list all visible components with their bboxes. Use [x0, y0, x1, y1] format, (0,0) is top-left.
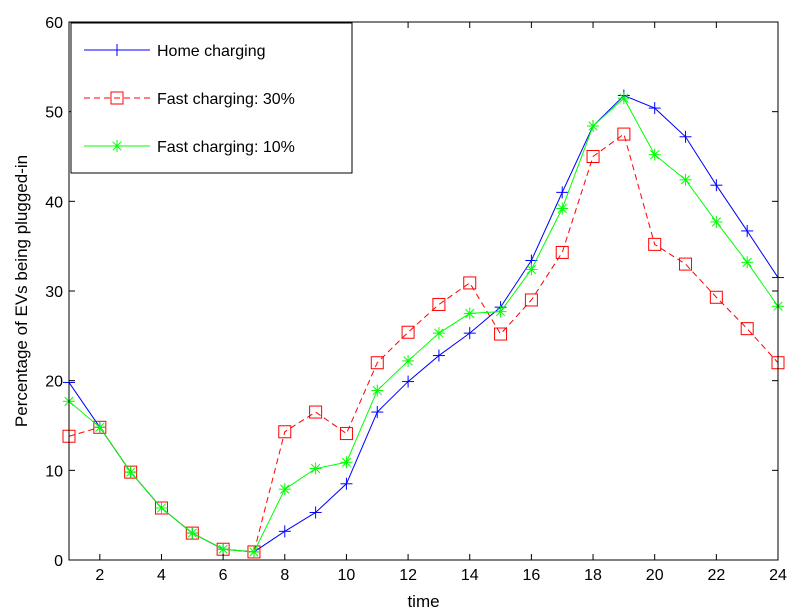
y-tick-label: 30 [45, 284, 63, 301]
x-tick-label: 22 [707, 567, 725, 584]
series-1-point [278, 525, 291, 538]
legend-label: Fast charging: 30% [157, 91, 295, 108]
series-2-line [68, 133, 779, 553]
series-2-point [401, 325, 415, 339]
series-2-point [278, 425, 292, 439]
legend: Home charging Fast charging: 30% Fast char… [70, 22, 353, 174]
x-tick-label: 18 [584, 567, 602, 584]
series-3-point [710, 215, 723, 228]
series-2-point [524, 293, 538, 307]
x-tick-label: 12 [399, 567, 417, 584]
series-2-point [432, 297, 446, 311]
series-1-point [710, 179, 723, 192]
legend-swatch-marker [111, 44, 123, 56]
series-3-point [587, 120, 600, 133]
x-tick-label: 4 [157, 567, 166, 584]
series-2-point [617, 127, 631, 141]
series-3-point [402, 354, 415, 367]
legend-swatch-marker [110, 91, 124, 105]
x-tick-label: 20 [646, 567, 664, 584]
series-3-line [68, 97, 779, 553]
series-2-point [586, 150, 600, 163]
series-3-point [340, 456, 353, 469]
y-tick-label: 20 [45, 374, 63, 391]
series-3-point [371, 384, 384, 397]
series-1-point [309, 506, 322, 519]
series-3-point [124, 466, 137, 479]
series-3-point [186, 527, 199, 540]
series-3-point [278, 483, 291, 496]
legend-label: Fast charging: 10% [157, 139, 295, 156]
series-1-point [556, 186, 569, 199]
series-3-point [525, 263, 538, 276]
y-tick-label: 40 [45, 194, 63, 211]
series-3-point [309, 462, 322, 475]
series-1-point [340, 477, 353, 490]
series-1-point [371, 406, 384, 419]
series-3-point [741, 256, 754, 269]
x-axis-label: time [407, 592, 439, 611]
series-3-point [556, 202, 569, 215]
y-tick-label: 60 [45, 15, 63, 32]
series-2-point [709, 290, 723, 304]
series-2-point [740, 322, 754, 336]
legend-label: Home charging [157, 43, 266, 60]
series-1-point [463, 327, 476, 340]
y-tick-label: 10 [45, 463, 63, 480]
series-3-point [679, 173, 692, 186]
series-3-point [648, 148, 661, 161]
x-tick-label: 6 [219, 567, 228, 584]
x-tick-label: 16 [522, 567, 540, 584]
series-2-point [309, 405, 323, 419]
series-1-point [679, 130, 692, 143]
y-axis-label: Percentage of EVs being plugged-in [12, 155, 31, 427]
series-2-point [494, 327, 508, 341]
series-1-point [741, 224, 754, 237]
series-3 [63, 92, 784, 558]
series-1-point [402, 375, 415, 388]
y-tick-label: 50 [45, 105, 63, 122]
x-tick-label: 24 [769, 567, 787, 584]
series-2-point [339, 427, 353, 441]
series-2 [62, 127, 785, 559]
series-2-point [679, 257, 693, 271]
plot-area [62, 89, 785, 559]
series-2-point [370, 356, 384, 370]
series-3-point [93, 421, 106, 434]
series-3-point [432, 327, 445, 340]
x-tick-label: 8 [280, 567, 289, 584]
series-2-point [463, 276, 477, 290]
series-3-point [247, 545, 260, 558]
series-3-point [463, 307, 476, 320]
x-tick-label: 10 [338, 567, 356, 584]
x-tick-label: 14 [461, 567, 479, 584]
series-2-point [555, 245, 569, 259]
y-tick-label: 0 [54, 553, 63, 570]
series-3-point [155, 501, 168, 514]
x-tick-label: 2 [95, 567, 104, 584]
series-3-point [617, 92, 630, 105]
legend-swatch-marker [111, 140, 123, 152]
series-1-point [648, 102, 661, 115]
series-3-point [494, 305, 507, 318]
series-3-point [217, 543, 230, 556]
series-2-point [648, 237, 662, 251]
series-1-point [432, 349, 445, 362]
